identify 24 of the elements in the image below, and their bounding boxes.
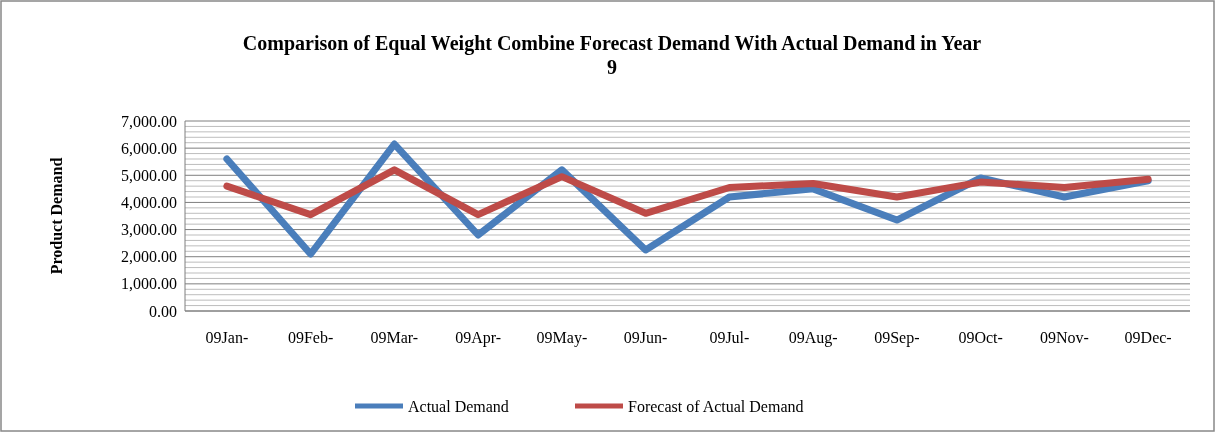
y-tick-label: 6,000.00 <box>121 139 177 157</box>
x-tick-label: 09Jun- <box>623 329 668 346</box>
x-tick-label: 09Sep- <box>874 329 920 347</box>
x-tick-label: 09May- <box>536 329 588 347</box>
x-tick-label: 09Jul- <box>709 329 750 346</box>
y-axis-title: Product Demand <box>48 157 65 275</box>
chart-title: Comparison of Equal Weight Combine Forecast Demand With Actual Demand in Year 9 <box>242 32 982 78</box>
legend-label: Actual Demand <box>408 397 509 415</box>
x-tick-label: 09Nov- <box>1039 329 1089 346</box>
y-tick-label: 1,000.00 <box>121 275 177 293</box>
x-tick-label: 09Mar- <box>370 329 419 346</box>
y-tick-label: 7,000.00 <box>121 112 177 130</box>
x-tick-label: 09Apr- <box>455 329 502 347</box>
x-tick-label: 09Oct- <box>958 329 1003 346</box>
y-tick-label: 3,000.00 <box>121 221 177 239</box>
x-tick-label: 09Dec- <box>1124 329 1172 346</box>
y-tick-label: 0.00 <box>149 302 177 320</box>
y-tick-label: 4,000.00 <box>121 194 177 212</box>
legend-label: Forecast of Actual Demand <box>628 397 804 415</box>
x-tick-label: 09Jan- <box>205 329 249 346</box>
x-tick-label: 09Aug- <box>788 329 838 347</box>
y-tick-label: 5,000.00 <box>121 166 177 184</box>
y-tick-label: 2,000.00 <box>121 248 177 266</box>
x-tick-label: 09Feb- <box>287 329 334 346</box>
